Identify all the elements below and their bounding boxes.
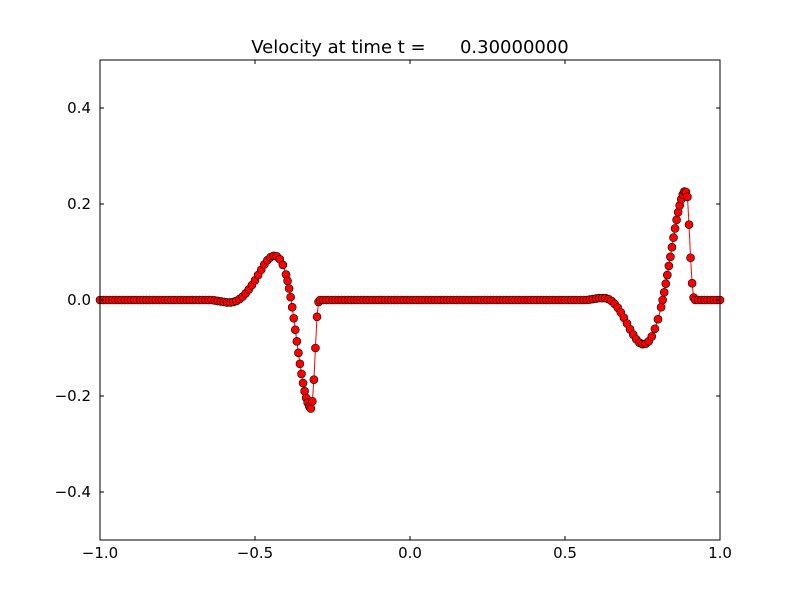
data-point — [662, 270, 672, 280]
data-point — [659, 288, 669, 297]
data-point — [661, 279, 671, 288]
data-point — [658, 295, 667, 305]
data-point — [672, 215, 681, 225]
data-point — [292, 336, 302, 346]
data-point — [686, 253, 695, 263]
x-tick-label: 0.0 — [398, 544, 422, 562]
data-point — [278, 260, 288, 270]
data-point — [670, 224, 680, 233]
data-point — [298, 378, 308, 388]
data-point — [290, 325, 300, 335]
data-point — [306, 404, 316, 413]
data-point — [287, 302, 297, 312]
data-point — [683, 192, 692, 202]
plot-area: −1.0 −0.5 0.0 0.5 1.0 −0.4 −0.2 0.0 0.2 0.4 — [55, 59, 732, 562]
y-tick-label: 0.2 — [67, 195, 91, 213]
data-point — [311, 343, 320, 353]
data-point — [656, 302, 666, 312]
data-point — [653, 314, 663, 324]
data-point — [687, 278, 697, 288]
data-point — [295, 359, 305, 369]
y-tick-label: 0.0 — [67, 291, 91, 309]
data-point — [289, 313, 299, 323]
x-tick-label: 0.5 — [553, 544, 577, 562]
data-point — [650, 324, 660, 334]
x-tick-label: 1.0 — [708, 544, 732, 562]
chart-title: Velocity at time t = 0.30000000 — [251, 37, 569, 58]
data-point — [647, 332, 657, 341]
data-point — [283, 276, 292, 286]
data-point — [309, 375, 319, 384]
y-tick-label: −0.4 — [55, 483, 91, 501]
data-point — [284, 284, 294, 293]
data-point — [308, 396, 317, 406]
data-point — [286, 292, 295, 302]
y-tick-label: −0.2 — [55, 387, 91, 405]
data-point — [669, 233, 678, 242]
series-layer — [95, 187, 725, 413]
data-point — [294, 348, 303, 358]
x-tick-label: −1.0 — [82, 544, 118, 562]
tick-layer: −1.0 −0.5 0.0 0.5 1.0 −0.4 −0.2 0.0 0.2 0.4 — [55, 60, 732, 562]
data-point — [664, 261, 674, 271]
data-point — [312, 312, 322, 322]
data-point — [684, 220, 694, 229]
data-point — [297, 369, 306, 379]
x-tick-label: −0.5 — [237, 544, 273, 562]
data-point — [667, 242, 677, 252]
y-tick-label: 0.4 — [67, 99, 91, 117]
data-point — [666, 252, 675, 262]
